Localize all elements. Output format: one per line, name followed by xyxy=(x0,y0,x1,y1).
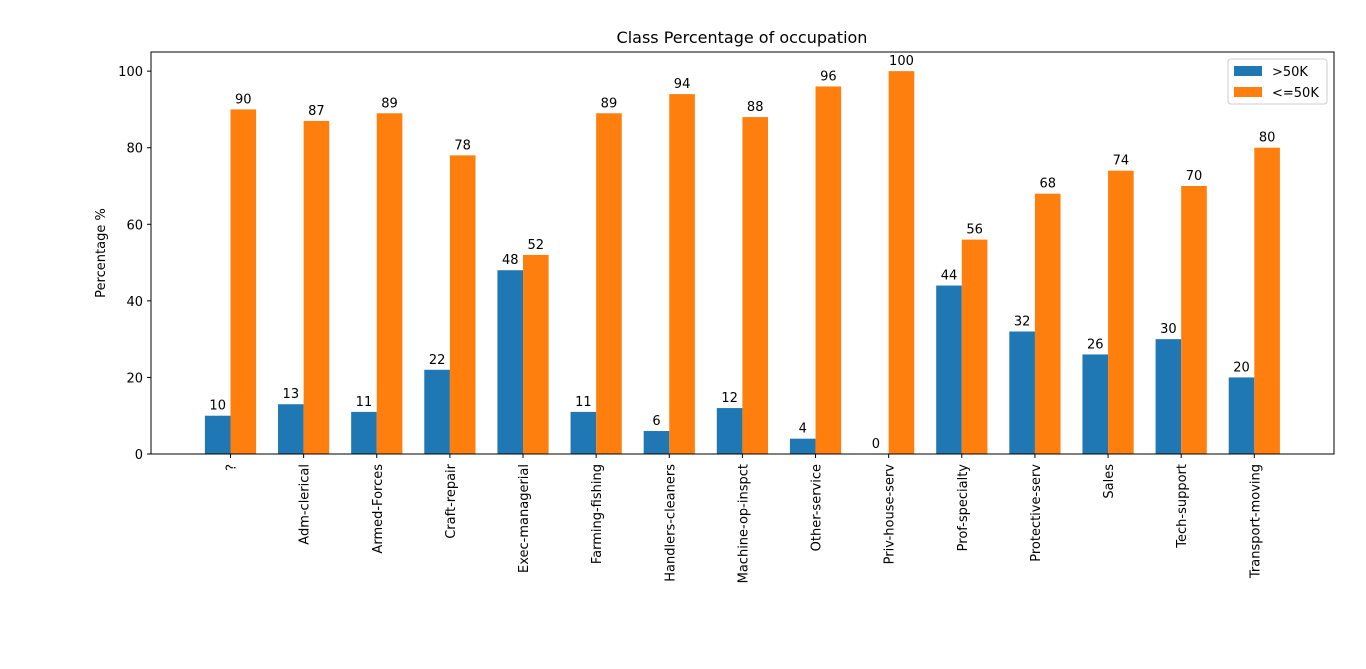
x-tick-label: Tech-support xyxy=(1175,464,1190,549)
data-label-le50k-12: 74 xyxy=(1113,154,1130,169)
y-tick-label: 40 xyxy=(126,295,143,310)
bar-le50k-0 xyxy=(230,109,257,455)
y-axis-label: Percentage % xyxy=(94,208,109,298)
bar-gt50k-7 xyxy=(716,408,743,454)
bar-le50k-3 xyxy=(449,155,476,454)
x-tick-label: Exec-managerial xyxy=(517,464,532,573)
bar-le50k-12 xyxy=(1108,170,1134,454)
bar-le50k-8 xyxy=(815,86,842,455)
bar-gt50k-2 xyxy=(351,411,377,454)
y-tick-label: 20 xyxy=(126,371,143,386)
legend-swatch-le50k xyxy=(1234,87,1262,97)
bar-gt50k-8 xyxy=(789,438,816,454)
bar-le50k-4 xyxy=(523,254,549,454)
data-label-le50k-10: 56 xyxy=(966,223,983,238)
legend-label-gt50k: >50K xyxy=(1272,65,1308,80)
plot-area: 1013112248116124044322630209087897852899… xyxy=(118,51,1335,583)
x-tick-label: Armed-Forces xyxy=(371,464,386,554)
y-tick-label: 100 xyxy=(118,65,143,80)
y-tick-label: 0 xyxy=(135,448,143,463)
data-label-gt50k-14: 20 xyxy=(1233,360,1250,375)
bar-le50k-2 xyxy=(376,113,403,454)
data-label-gt50k-10: 44 xyxy=(941,269,958,284)
bar-gt50k-11 xyxy=(1009,331,1035,454)
data-label-gt50k-13: 30 xyxy=(1160,322,1177,337)
bar-le50k-11 xyxy=(1034,193,1061,454)
y-tick-label: 60 xyxy=(126,218,143,233)
bar-le50k-10 xyxy=(961,239,988,454)
data-label-le50k-3: 78 xyxy=(454,138,471,153)
data-label-le50k-6: 94 xyxy=(674,77,691,92)
data-label-le50k-7: 88 xyxy=(747,100,764,115)
data-label-gt50k-9: 0 xyxy=(872,437,880,452)
data-label-le50k-11: 68 xyxy=(1039,177,1056,192)
data-label-le50k-2: 89 xyxy=(381,96,398,111)
bar-gt50k-14 xyxy=(1228,377,1255,454)
bar-gt50k-4 xyxy=(497,270,524,454)
data-label-gt50k-2: 11 xyxy=(356,395,373,410)
data-label-gt50k-0: 10 xyxy=(209,399,226,414)
data-label-gt50k-11: 32 xyxy=(1014,314,1031,329)
legend: >50K <=50K xyxy=(1227,58,1328,105)
x-tick-label: Handlers-cleaners xyxy=(663,464,678,582)
bar-gt50k-6 xyxy=(643,431,670,454)
x-tick-label: Transport-moving xyxy=(1248,464,1263,579)
bar-le50k-5 xyxy=(596,113,622,454)
chart-title: Class Percentage of occupation xyxy=(617,28,868,47)
data-label-le50k-8: 96 xyxy=(820,69,837,84)
data-label-le50k-5: 89 xyxy=(601,96,618,111)
data-label-gt50k-5: 11 xyxy=(575,395,592,410)
x-tick-label: Craft-repair xyxy=(444,463,459,538)
bar-le50k-6 xyxy=(669,94,695,455)
data-label-le50k-1: 87 xyxy=(308,104,325,119)
bar-gt50k-3 xyxy=(424,369,450,454)
data-label-le50k-14: 80 xyxy=(1259,131,1276,146)
data-label-gt50k-12: 26 xyxy=(1087,337,1104,352)
bar-le50k-9 xyxy=(888,71,915,454)
x-tick-label: Other-service xyxy=(810,464,825,551)
y-tick-label: 80 xyxy=(126,142,143,157)
data-label-le50k-4: 52 xyxy=(528,238,545,253)
legend-swatch-gt50k xyxy=(1234,66,1262,76)
bar-gt50k-12 xyxy=(1082,354,1109,454)
x-tick-label: ? xyxy=(225,464,240,471)
bar-le50k-1 xyxy=(303,120,330,454)
x-tick-label: Adm-clerical xyxy=(298,464,313,545)
data-label-gt50k-1: 13 xyxy=(283,387,300,402)
bar-le50k-13 xyxy=(1181,186,1207,454)
data-label-le50k-9: 100 xyxy=(889,54,914,69)
x-tick-label: Machine-op-inspct xyxy=(736,464,751,583)
bar-le50k-14 xyxy=(1254,147,1280,454)
data-label-gt50k-8: 4 xyxy=(799,422,807,437)
x-tick-label: Priv-house-serv xyxy=(883,464,898,565)
data-label-gt50k-6: 6 xyxy=(652,414,660,429)
bar-gt50k-5 xyxy=(570,411,597,454)
bar-gt50k-0 xyxy=(204,415,231,454)
x-tick-label: Prof-specialty xyxy=(956,464,971,552)
bar-le50k-7 xyxy=(742,117,769,454)
legend-label-le50k: <=50K xyxy=(1272,86,1319,101)
bar-gt50k-1 xyxy=(278,404,304,454)
data-label-gt50k-4: 48 xyxy=(502,253,519,268)
bar-gt50k-13 xyxy=(1155,339,1182,454)
data-label-le50k-13: 70 xyxy=(1186,169,1203,184)
data-label-gt50k-7: 12 xyxy=(721,391,738,406)
x-tick-label: Sales xyxy=(1102,464,1117,499)
x-tick-label: Farming-fishing xyxy=(590,464,605,564)
x-tick-label: Protective-serv xyxy=(1029,464,1044,562)
bar-gt50k-10 xyxy=(936,285,962,454)
data-label-gt50k-3: 22 xyxy=(429,353,446,368)
data-label-le50k-0: 90 xyxy=(235,92,252,107)
